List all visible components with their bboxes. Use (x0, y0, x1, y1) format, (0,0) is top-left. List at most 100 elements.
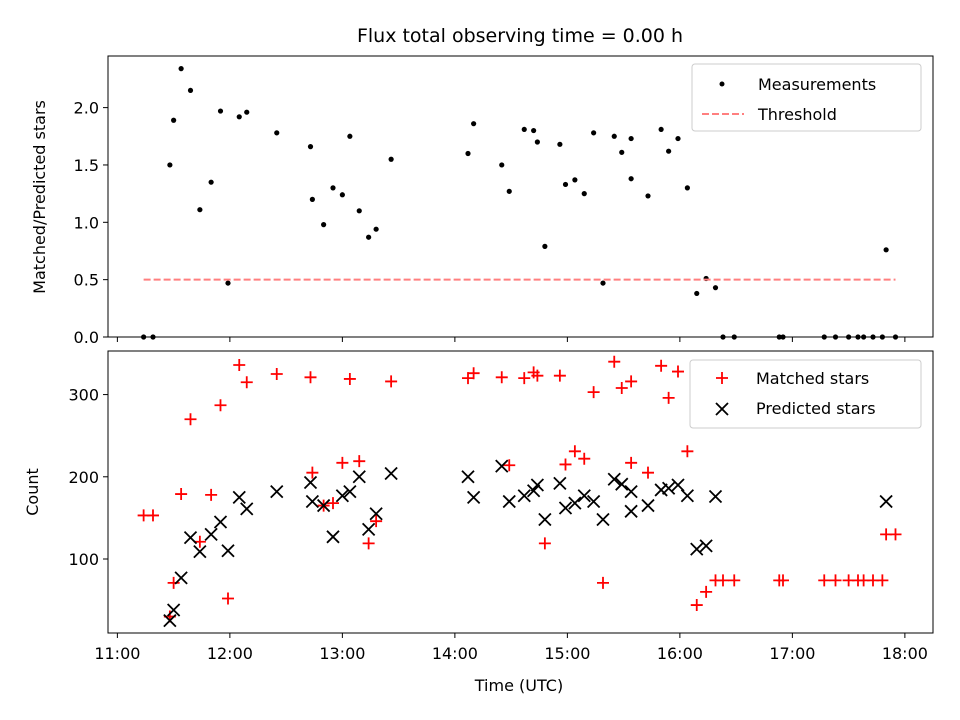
measurement-point (307, 144, 314, 150)
measurement-point (645, 193, 651, 199)
measurement-point (611, 133, 617, 139)
top-y-axis-label: Matched/Predicted stars (30, 100, 49, 294)
measurement-point (628, 176, 634, 182)
predicted-star-point (624, 504, 638, 518)
matched-star-point (175, 488, 188, 501)
predicted-star-point (526, 484, 541, 498)
bottom-x-tick-label: 12:00 (207, 644, 253, 663)
measurement-point (675, 135, 681, 142)
predicted-star-point (232, 490, 246, 504)
top-axes: 0.0 0.5 1.0 1.5 2.0 (74, 55, 934, 347)
bottom-x-tick-label: 13:00 (319, 644, 365, 663)
matched-star-point (578, 452, 591, 465)
predicted-star-point (174, 571, 188, 585)
predicted-star-point (361, 522, 376, 537)
matched-star-point (467, 367, 480, 380)
predicted-star-point (708, 489, 723, 504)
matched-star-point (818, 574, 831, 587)
measurement-point (506, 188, 512, 194)
predicted-star-point (624, 484, 638, 499)
matched-star-point (553, 369, 566, 382)
predicted-star-point (558, 501, 573, 515)
predicted-star-point (384, 466, 398, 481)
predicted-star-point (596, 512, 610, 527)
predicted-star-point (568, 496, 582, 510)
predicted-star-point (607, 472, 621, 486)
measurement-point (366, 234, 372, 240)
top-legend-frame (691, 63, 922, 132)
matched-star-point (717, 574, 729, 587)
bottom-x-tick-label: 18:00 (882, 644, 928, 663)
predicted-star-point (661, 481, 676, 495)
predicted-star-point (352, 470, 366, 484)
matched-star-point (462, 372, 474, 385)
measurement-point (339, 192, 345, 198)
measurement-point (178, 66, 184, 72)
predicted-star-point (163, 614, 177, 628)
predicted-star-point (221, 544, 235, 558)
predicted-star-point (335, 489, 350, 503)
matched-star-point (559, 458, 572, 471)
predicted-star-point (193, 544, 207, 559)
measurement-point (572, 177, 578, 183)
bottom-y-tick-label: 300 (68, 386, 99, 405)
predicted-star-point (326, 530, 340, 544)
matched-star-point (240, 376, 253, 389)
matched-star-point (214, 399, 227, 412)
measurement-point (694, 290, 700, 297)
matched-star-point (495, 371, 508, 384)
legend-measurements-marker (719, 81, 725, 87)
measurement-point (274, 130, 280, 136)
predicted-star-point (204, 527, 218, 541)
matched-star-point (690, 599, 703, 612)
matched-star-point (304, 371, 317, 384)
predicted-star-point (369, 507, 383, 521)
top-y-tick-label: 0.0 (74, 328, 99, 347)
matched-star-point (385, 375, 398, 388)
matched-star-point (889, 528, 902, 541)
predicted-star-point (166, 603, 181, 617)
bottom-axes-frame (107, 350, 934, 634)
measurement-point (581, 191, 587, 197)
measurement-point (347, 133, 353, 139)
measurement-point (619, 149, 625, 155)
legend-predicted-marker (715, 402, 729, 416)
matched-star-point (608, 355, 621, 368)
predicted-star-point (240, 502, 254, 516)
matched-star-point (270, 368, 283, 381)
bottom-x-tick-label: 15:00 (544, 644, 590, 663)
predicted-star-point (495, 459, 509, 473)
predicted-star-point (183, 530, 198, 545)
predicted-star-point (466, 490, 481, 504)
predicted-star-point (530, 478, 545, 492)
predicted-star-point (316, 498, 331, 513)
bottom-panel: 11:00 12:00 13:00 14:00 15:00 16:00 17:00 18:00… (68, 350, 934, 663)
matched-star-point (362, 537, 375, 550)
measurement-point (521, 126, 527, 133)
predicted-star-point (615, 477, 629, 491)
predicted-star-point (213, 515, 228, 529)
matched-star-point (615, 381, 628, 394)
predicted-star-point (461, 470, 475, 484)
top-y-tick-label: 1.0 (74, 213, 99, 232)
matched-star-point (518, 372, 531, 385)
predicted-star-point (586, 494, 601, 509)
measurement-point (562, 181, 569, 188)
predicted-star-point (538, 512, 552, 527)
top-y-tick-label: 1.5 (74, 156, 99, 175)
matched-star-point (662, 391, 675, 404)
predicted-star-point (270, 484, 284, 499)
matched-star-point (147, 509, 159, 522)
top-legend: Measurements Threshold (691, 63, 922, 132)
matched-star-point (503, 459, 516, 472)
matched-star-point (233, 358, 246, 371)
predicted-star-point (671, 478, 685, 492)
predicted-star-point (680, 489, 695, 503)
measurement-point (373, 226, 379, 232)
measurement-point (499, 162, 505, 168)
legend-threshold-label: Threshold (757, 105, 837, 124)
measurement-point (217, 108, 224, 114)
measurement-point (591, 130, 597, 136)
top-y-tick-label: 0.5 (74, 271, 99, 290)
